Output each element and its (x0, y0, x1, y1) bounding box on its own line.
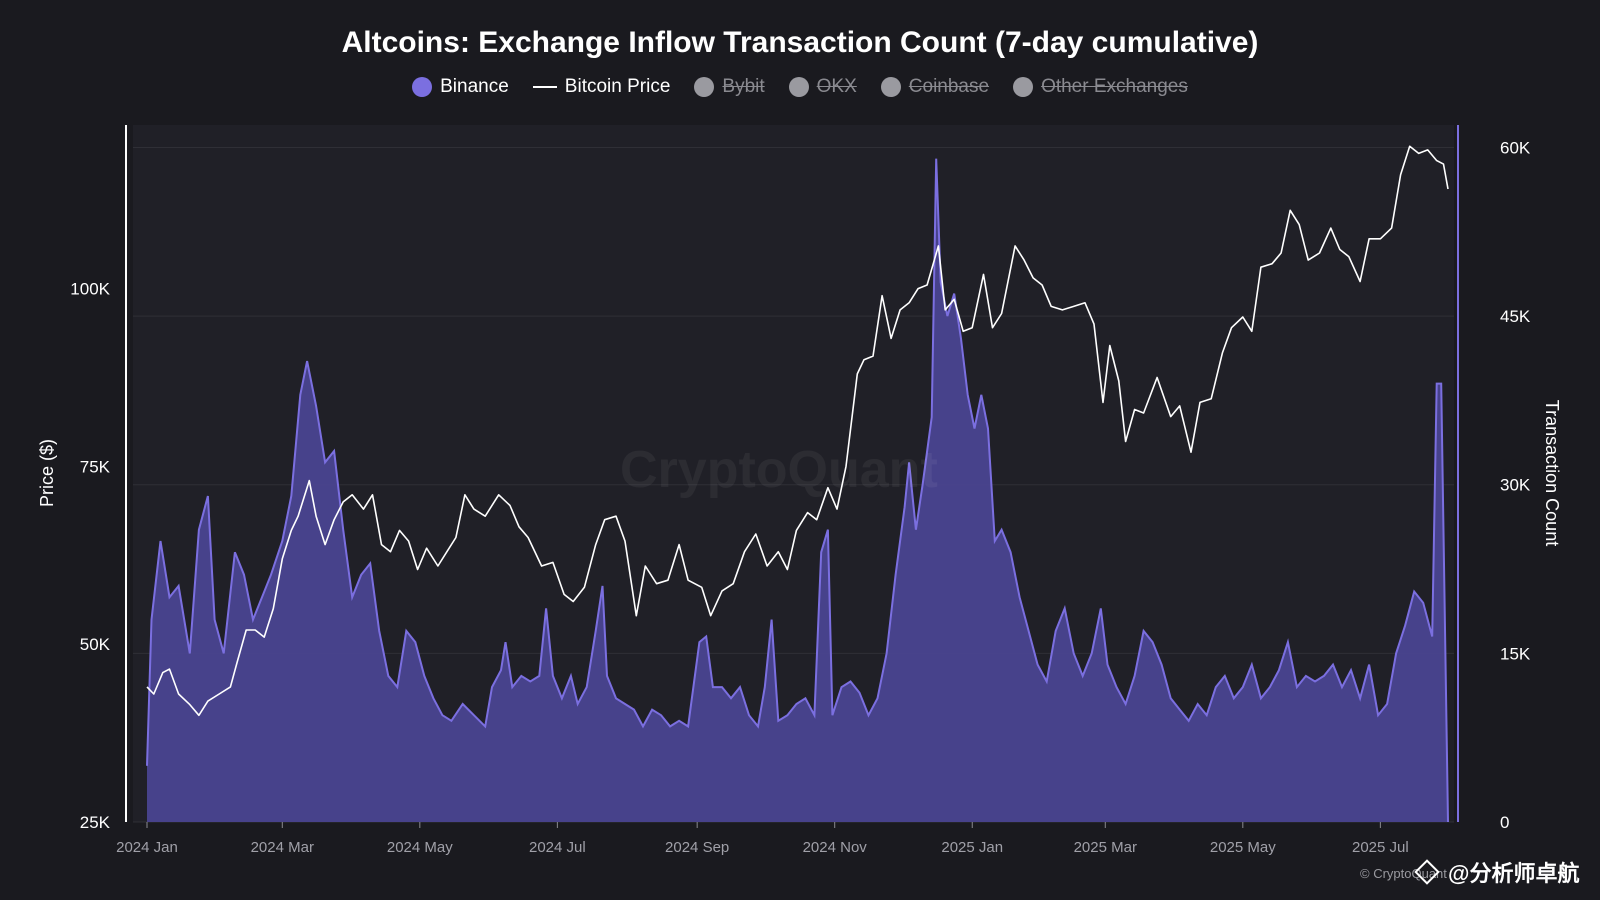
x-tick-label: 2025 Jan (941, 839, 1003, 856)
x-tick-label: 2025 Jul (1352, 839, 1409, 856)
y-left-tick-label: 75K (80, 457, 111, 476)
legend-item-bybit[interactable]: Bybit (694, 76, 765, 98)
x-tick-label: 2025 Mar (1074, 839, 1137, 856)
overlay-tag-text: @分析师卓航 (1448, 861, 1580, 886)
y-left-tick-label: 25K (80, 813, 111, 832)
legend-label: Bybit (722, 76, 765, 97)
x-tick-label: 2024 May (387, 839, 453, 856)
legend-label: Bitcoin Price (564, 76, 671, 97)
legend-label: OKX (816, 76, 857, 97)
chart-title: Altcoins: Exchange Inflow Transaction Co… (341, 26, 1259, 59)
legend-dot-marker (1013, 77, 1034, 97)
legend-line-marker (532, 86, 557, 88)
y-right-tick-label: 30K (1500, 476, 1531, 495)
overlay-tag: @分析师卓航 (1414, 856, 1580, 888)
x-tick-label: 2024 Jan (116, 839, 178, 856)
binance-line (146, 158, 1449, 823)
y-left-tick-label: 100K (70, 280, 110, 299)
y-left-axis-label: Price ($) (37, 439, 57, 507)
legend-item-bitcoin-price[interactable]: Bitcoin Price (532, 76, 671, 98)
y-right-tick-label: 15K (1500, 644, 1531, 663)
legend-item-binance[interactable]: Binance (412, 76, 509, 98)
x-tick-label: 2024 Sep (665, 839, 729, 856)
y-left-tick-label: 50K (80, 635, 111, 654)
y-right-tick-label: 60K (1500, 138, 1531, 157)
legend-label: Other Exchanges (1041, 76, 1188, 97)
y-right-tick-label: 0 (1500, 813, 1509, 832)
legend-dot-marker (412, 77, 433, 97)
y-right-axis-label: Transaction Count (1542, 400, 1562, 546)
x-tick-label: 2024 Nov (803, 839, 868, 856)
diamond-icon (1414, 859, 1440, 885)
y-right-tick-label: 45K (1500, 307, 1531, 326)
bitcoin-price-line (146, 145, 1449, 717)
x-tick-label: 2024 Jul (529, 839, 586, 856)
legend-dot-marker (880, 77, 901, 97)
legend-dot-marker (788, 77, 809, 97)
binance-area (147, 158, 1448, 822)
x-tick-label: 2025 May (1210, 839, 1276, 856)
legend-item-other-exchanges[interactable]: Other Exchanges (1013, 76, 1188, 98)
watermark: CryptoQuant (620, 441, 938, 499)
credit-text: © CryptoQuant (1360, 866, 1447, 881)
legend-label: Coinbase (908, 76, 990, 97)
legend-item-okx[interactable]: OKX (788, 76, 857, 98)
legend-item-coinbase[interactable]: Coinbase (880, 76, 990, 98)
legend: Binance Bitcoin Price Bybit OKX Coinbase Othe… (0, 76, 1600, 98)
legend-label: Binance (440, 76, 509, 97)
x-tick-label: 2024 Mar (251, 839, 314, 856)
legend-dot-marker (694, 77, 715, 97)
